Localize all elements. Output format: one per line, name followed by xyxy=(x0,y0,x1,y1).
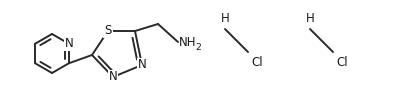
Text: N: N xyxy=(138,59,146,71)
Text: N: N xyxy=(65,37,73,50)
Text: N: N xyxy=(109,71,117,83)
Text: NH: NH xyxy=(178,36,196,48)
Text: 2: 2 xyxy=(196,44,201,53)
Text: Cl: Cl xyxy=(251,56,263,69)
Text: H: H xyxy=(306,12,314,25)
Text: H: H xyxy=(221,12,229,25)
Text: S: S xyxy=(104,25,112,37)
Text: Cl: Cl xyxy=(336,56,348,69)
